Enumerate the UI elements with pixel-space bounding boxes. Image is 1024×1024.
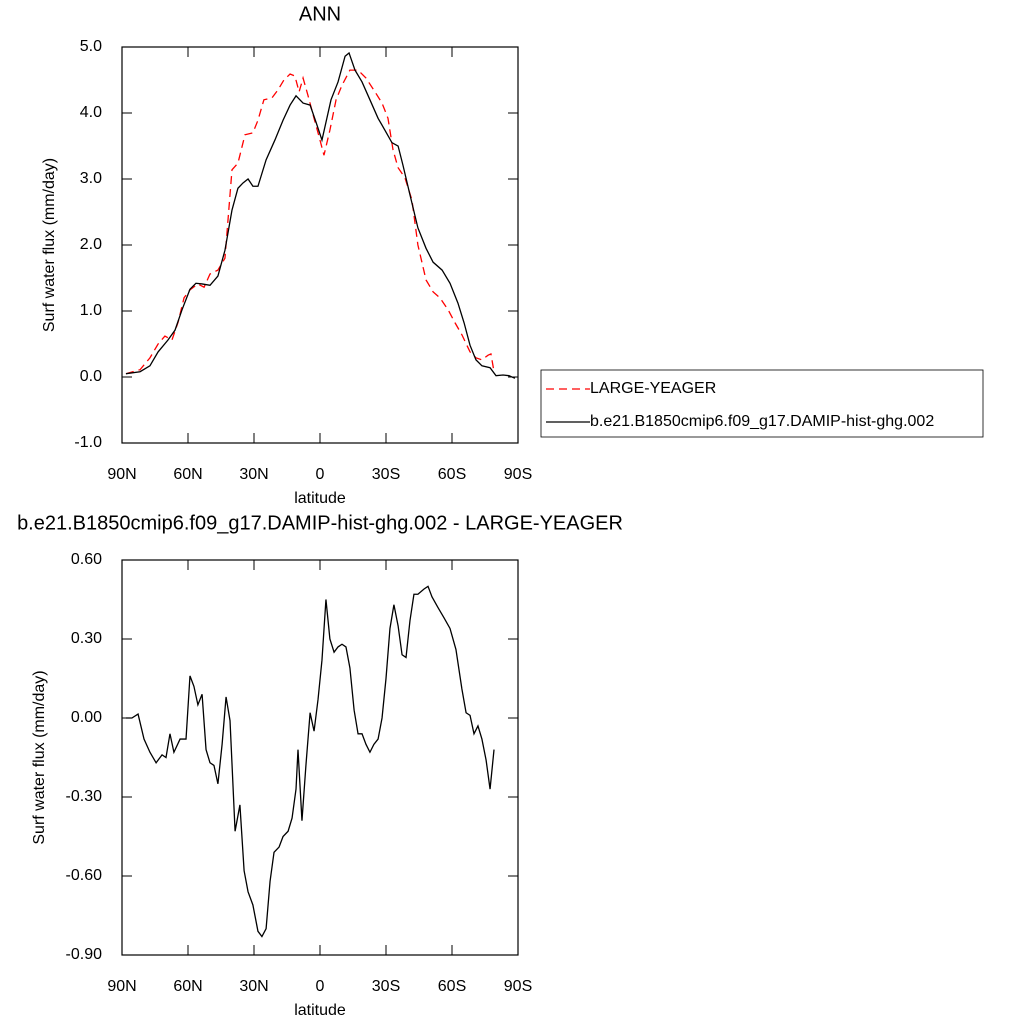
data-line [125, 69, 495, 375]
x-tick-label: 90S [504, 978, 532, 995]
legend-label: b.e21.B1850cmip6.f09_g17.DAMIP-hist-ghg.… [590, 413, 934, 430]
x-axis-label: latitude [294, 1002, 346, 1019]
y-tick-label: 1.0 [80, 302, 102, 319]
y-tick-label: -0.30 [66, 788, 103, 805]
y-tick-label: 3.0 [80, 170, 102, 187]
chart-title: b.e21.B1850cmip6.f09_g17.DAMIP-hist-ghg.… [17, 512, 623, 534]
data-line [125, 585, 495, 938]
y-tick-label: -1.0 [74, 434, 102, 451]
y-axis-label: Surf water flux (mm/day) [31, 670, 48, 844]
x-tick-label: 90N [107, 466, 136, 483]
y-axis-label: Surf water flux (mm/day) [41, 158, 58, 332]
x-tick-label: 30N [239, 466, 268, 483]
chart-title: ANN [299, 3, 341, 25]
y-tick-label: 0.60 [71, 551, 102, 568]
x-tick-label: 0 [316, 466, 325, 483]
x-tick-label: 60S [438, 978, 466, 995]
x-tick-label: 60N [173, 978, 202, 995]
x-tick-label: 0 [316, 978, 325, 995]
x-tick-label: 60S [438, 466, 466, 483]
x-tick-label: 90S [504, 466, 532, 483]
y-tick-label: -0.60 [66, 867, 103, 884]
legend-label: LARGE-YEAGER [590, 380, 716, 397]
y-tick-label: 0.30 [71, 630, 102, 647]
x-tick-label: 30S [372, 466, 400, 483]
y-tick-label: 0.00 [71, 709, 102, 726]
y-tick-label: 0.0 [80, 368, 102, 385]
y-tick-label: 5.0 [80, 38, 102, 55]
y-tick-label: 2.0 [80, 236, 102, 253]
legend-box [540, 369, 984, 438]
y-tick-label: 4.0 [80, 104, 102, 121]
plot-frame [121, 559, 519, 956]
data-line [125, 51, 516, 379]
x-tick-label: 90N [107, 978, 136, 995]
x-tick-label: 30S [372, 978, 400, 995]
y-tick-label: -0.90 [66, 946, 103, 963]
x-tick-label: 60N [173, 466, 202, 483]
x-axis-label: latitude [294, 490, 346, 507]
x-tick-label: 30N [239, 978, 268, 995]
plot-frame [121, 46, 519, 444]
